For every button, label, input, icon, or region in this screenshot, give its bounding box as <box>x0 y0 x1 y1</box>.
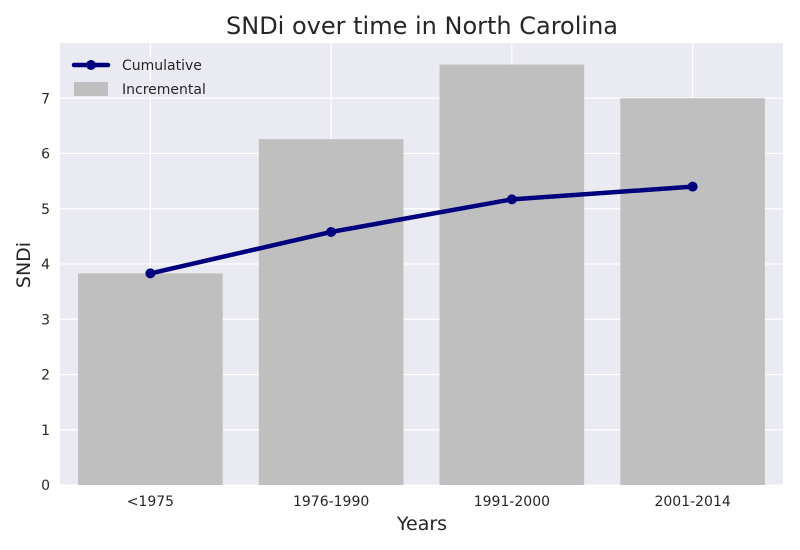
y-tick-label: 0 <box>41 478 50 494</box>
x-tick-label: <1975 <box>127 494 174 510</box>
cumulative-line <box>148 184 695 276</box>
legend-line-marker <box>86 60 96 70</box>
legend-label-incremental: Incremental <box>122 82 206 98</box>
x-tick-label: 1976-1990 <box>293 494 369 510</box>
legend-label-cumulative: Cumulative <box>122 58 202 74</box>
y-axis-title: SNDi <box>13 242 35 288</box>
bars-incremental <box>78 64 765 486</box>
y-tick-label: 4 <box>41 257 50 273</box>
legend-bar-swatch <box>74 82 108 96</box>
y-tick-label: 6 <box>41 147 50 163</box>
x-tick-label: 1991-2000 <box>474 494 550 510</box>
cumulative-point-3 <box>687 181 698 192</box>
y-tick-label: 5 <box>41 202 50 218</box>
y-tick-label: 7 <box>41 91 50 107</box>
bar-3 <box>620 98 765 485</box>
y-tick-label: 1 <box>41 423 50 439</box>
x-tick-label: 2001-2014 <box>654 494 730 510</box>
x-tick-labels: <1975 1976-1990 1991-2000 2001-2014 <box>127 494 731 510</box>
cumulative-point-2 <box>506 194 517 205</box>
y-tick-label: 2 <box>41 368 50 384</box>
cumulative-point-0 <box>145 268 156 279</box>
y-tick-label: 3 <box>41 312 50 328</box>
legend: Cumulative Incremental <box>71 58 206 98</box>
y-tick-labels: 0 1 2 3 4 5 6 7 <box>41 91 50 494</box>
bar-1 <box>258 139 404 485</box>
bar-2 <box>439 64 585 486</box>
chart-title: SNDi over time in North Carolina <box>226 12 618 40</box>
line-cumulative <box>145 181 698 279</box>
cumulative-point-1 <box>326 226 337 237</box>
x-axis-title: Years <box>396 513 447 535</box>
bar-0 <box>78 273 223 485</box>
